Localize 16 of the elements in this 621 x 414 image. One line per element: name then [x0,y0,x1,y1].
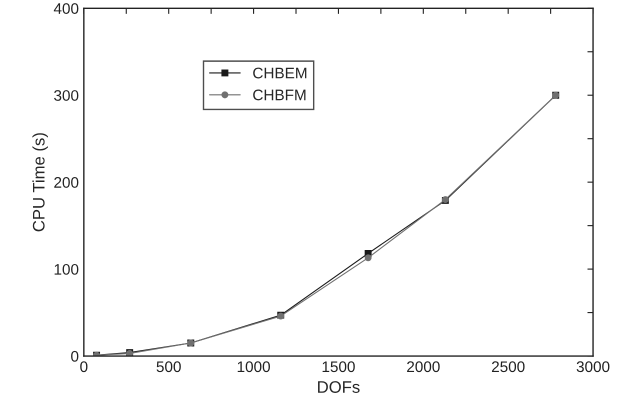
x-tick-label: 2000 [407,361,440,372]
legend-label: CHBEM [253,68,306,78]
x-axis-title: DOFs [318,381,360,393]
x-tick-label: 1000 [238,361,270,372]
x-tick-label: 500 [156,361,181,372]
y-axis-title: CPU Time (s) [32,133,48,232]
legend-label: CHBFM [253,90,306,100]
y-tick-label: 100 [54,264,78,275]
y-tick-label: 300 [54,90,78,101]
y-tick-label: 400 [54,3,78,14]
y-tick-label: 0 [71,350,78,362]
y-tick-label: 200 [54,177,78,188]
x-tick-label: 2500 [492,361,525,372]
x-tick-label: 1500 [322,361,355,372]
x-tick-label: 3000 [576,361,610,372]
x-tick-label: 0 [80,361,88,372]
